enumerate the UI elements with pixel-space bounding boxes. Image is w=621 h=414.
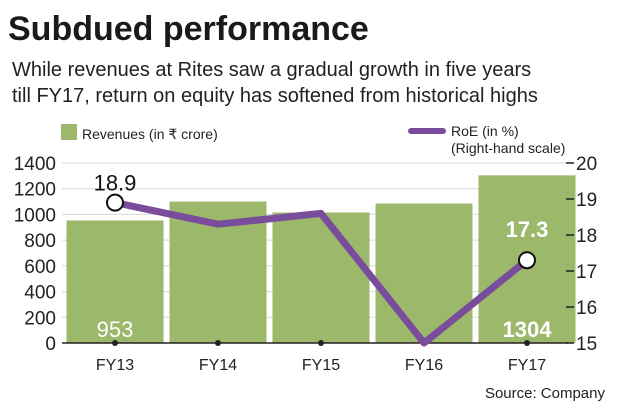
left-axis-tick-label: 400 [24,283,56,304]
roe-line-path [111,199,531,347]
roe-line [106,193,536,347]
left-axis-tick-label: 800 [24,231,56,252]
bar-fy13 [66,220,164,343]
right-axis-tick-label: 15 [576,334,597,355]
x-axis-tick-label: FY17 [508,357,546,374]
legend-revenues-swatch [61,124,77,140]
legend-roe-swatch [408,128,446,134]
data-labels: 18.9 17.3 953 1304 [94,171,553,342]
left-axis-tick-label: 1400 [14,154,56,175]
roe-data-label: 17.3 [506,217,549,242]
right-axis-tick-label: 18 [576,226,597,247]
x-axis-tick-label: FY16 [405,357,443,374]
roe-point-marker [518,251,536,270]
left-axis-tick-label: 0 [45,334,56,355]
right-axis-tick-label: 19 [576,190,597,211]
revenue-data-label: 1304 [503,317,553,342]
bars [66,175,576,343]
left-axis-tick-label: 200 [24,308,56,329]
chart-subtitle-line-2: till FY17, return on equity has softened… [12,85,538,107]
right-axis-tick-label: 20 [576,154,597,175]
source-note: Source: Company [485,385,606,402]
x-axis-tick-label: FY14 [199,357,237,374]
legend-roe-note: (Right-hand scale) [451,140,565,156]
left-axis-tick-label: 1200 [14,180,56,201]
bar-fy15 [272,212,370,343]
x-axis-tick-label: FY15 [302,357,340,374]
legend-roe-label: RoE (in %) [451,123,519,139]
legend: Revenues (in ₹ crore) RoE (in %) (Right-… [61,123,565,156]
axes: 0 200 400 600 800 1000 1200 1400 FY13 FY14 FY15 FY1… [14,154,597,374]
bar-fy16 [375,203,473,343]
right-axis-tick-label: 16 [576,298,597,319]
chart-title: Subdued performance [8,10,369,48]
left-axis-tick-label: 600 [24,257,56,278]
legend-revenues-label: Revenues (in ₹ crore) [82,126,218,142]
right-axis-tick-label: 17 [576,262,597,283]
left-axis-tick-label: 1000 [14,205,56,226]
revenue-data-label: 953 [97,317,134,342]
x-axis-tick-label: FY13 [96,357,134,374]
roe-data-label: 18.9 [94,171,137,196]
roe-point-marker [106,193,124,212]
chart-subtitle-line-1: While revenues at Rites saw a gradual gr… [12,59,531,81]
